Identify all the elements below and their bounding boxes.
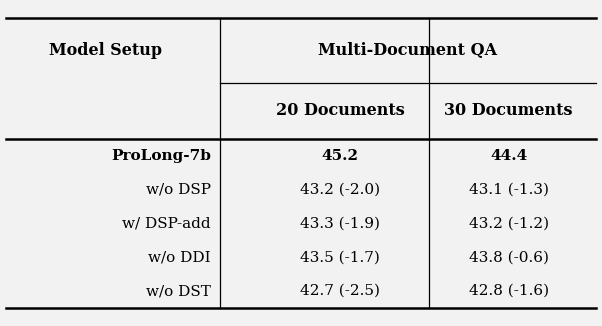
Text: 42.8 (-1.6): 42.8 (-1.6) <box>468 284 549 298</box>
Text: w/o DST: w/o DST <box>146 284 211 298</box>
Text: 43.1 (-1.3): 43.1 (-1.3) <box>469 183 548 196</box>
Text: 43.2 (-1.2): 43.2 (-1.2) <box>468 216 549 230</box>
Text: ProLong-7b: ProLong-7b <box>111 149 211 162</box>
Text: 43.3 (-1.9): 43.3 (-1.9) <box>300 216 380 230</box>
Text: w/o DDI: w/o DDI <box>148 250 211 264</box>
Text: 44.4: 44.4 <box>490 149 527 162</box>
Text: 30 Documents: 30 Documents <box>444 102 573 119</box>
Text: 43.8 (-0.6): 43.8 (-0.6) <box>469 250 548 264</box>
Text: 20 Documents: 20 Documents <box>276 102 405 119</box>
Text: 42.7 (-2.5): 42.7 (-2.5) <box>300 284 380 298</box>
Text: Multi-Document QA: Multi-Document QA <box>318 42 497 59</box>
Text: w/o DSP: w/o DSP <box>146 183 211 196</box>
Text: 45.2: 45.2 <box>321 149 359 162</box>
Text: w/ DSP-add: w/ DSP-add <box>122 216 211 230</box>
Text: 43.2 (-2.0): 43.2 (-2.0) <box>300 183 380 196</box>
Text: Model Setup: Model Setup <box>49 42 162 59</box>
Text: 43.5 (-1.7): 43.5 (-1.7) <box>300 250 380 264</box>
